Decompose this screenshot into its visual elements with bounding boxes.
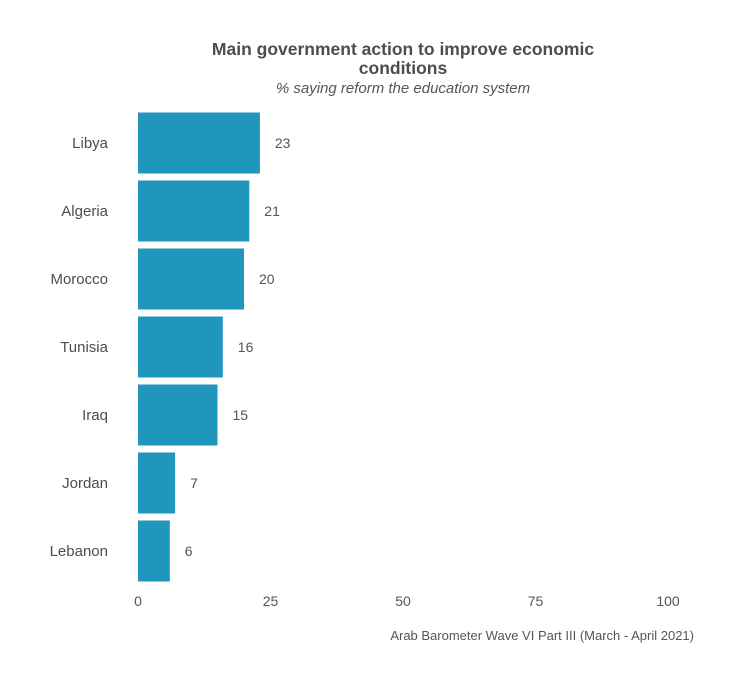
x-tick-label-0: 0	[134, 593, 142, 609]
category-labels: Libya Algeria Morocco Tunisia Iraq Jordan Leba…	[50, 135, 109, 560]
chart-title: Main government action to improve econom…	[211, 39, 595, 78]
value-label-libya: 23	[275, 135, 291, 151]
category-label-morocco: Morocco	[50, 271, 108, 288]
category-label-tunisia: Tunisia	[60, 339, 108, 356]
x-axis-ticks: 0 25 50 75 100	[134, 593, 680, 609]
x-tick-label-75: 75	[528, 593, 544, 609]
bar-jordan	[138, 452, 176, 514]
bar-lebanon	[138, 520, 170, 582]
x-tick-label-50: 50	[395, 593, 411, 609]
x-tick-label-100: 100	[656, 593, 680, 609]
x-tick-label-25: 25	[263, 593, 279, 609]
bars-group	[138, 112, 260, 582]
bar-tunisia	[138, 316, 223, 378]
value-label-lebanon: 6	[185, 543, 193, 559]
bar-morocco	[138, 248, 244, 310]
value-label-morocco: 20	[259, 271, 275, 287]
value-label-algeria: 21	[264, 203, 280, 219]
value-label-tunisia: 16	[238, 339, 254, 355]
category-label-libya: Libya	[72, 135, 109, 152]
bar-libya	[138, 112, 260, 174]
category-label-algeria: Algeria	[61, 203, 108, 220]
category-label-iraq: Iraq	[82, 407, 108, 424]
value-label-iraq: 15	[233, 407, 249, 423]
value-labels: 23 21 20 16 15 7 6	[185, 135, 291, 559]
bar-algeria	[138, 180, 250, 242]
bar-iraq	[138, 384, 218, 446]
category-label-jordan: Jordan	[62, 475, 108, 492]
value-label-jordan: 7	[190, 475, 198, 491]
category-label-lebanon: Lebanon	[50, 543, 108, 560]
chart-caption: Arab Barometer Wave VI Part III (March -…	[390, 628, 694, 643]
chart-subtitle: % saying reform the education system	[275, 80, 531, 97]
